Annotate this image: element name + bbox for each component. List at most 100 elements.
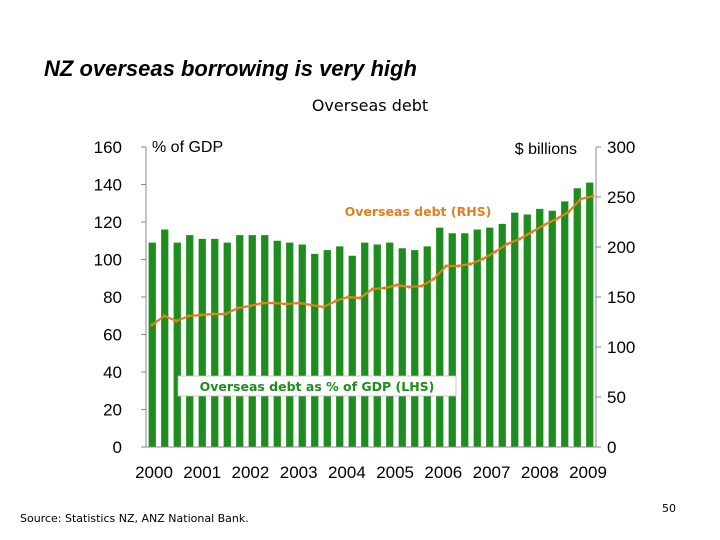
line-point	[272, 301, 277, 305]
line-point	[493, 250, 497, 254]
line-point	[199, 313, 203, 317]
chart-title: Overseas debt	[311, 96, 429, 115]
line-point	[297, 301, 301, 305]
line-point	[419, 284, 424, 288]
line-point	[481, 257, 485, 261]
left-tick-label: 100	[94, 251, 122, 270]
line-point	[370, 287, 375, 291]
right-axis-unit-label: $ billions	[515, 141, 577, 158]
bar	[336, 246, 344, 447]
bar	[198, 238, 206, 447]
line-series-label-bg	[330, 201, 508, 221]
left-tick-label: 20	[103, 401, 122, 420]
bar	[411, 250, 419, 447]
left-axis-unit-label: % of GDP	[152, 139, 223, 156]
bar	[486, 227, 494, 447]
source-note: Source: Statistics NZ, ANZ National Bank…	[20, 512, 249, 525]
bar	[398, 248, 406, 447]
bar	[186, 235, 194, 447]
line-point	[542, 223, 546, 227]
x-tick-label: 2004	[328, 463, 366, 482]
line-point	[395, 283, 399, 287]
bar	[436, 227, 444, 447]
line-point	[591, 194, 595, 198]
right-tick-label: 50	[607, 388, 626, 407]
bar	[211, 238, 219, 447]
line-point	[334, 299, 338, 303]
bar	[361, 242, 369, 447]
line-series-label: Overseas debt (RHS)	[345, 204, 492, 219]
line-point	[260, 301, 264, 305]
line-point	[530, 230, 534, 234]
bar	[311, 253, 319, 447]
bar	[586, 182, 594, 447]
bar	[523, 214, 531, 447]
bar	[248, 235, 256, 447]
x-tick-label: 2005	[376, 463, 414, 482]
line-point	[321, 305, 326, 309]
left-tick-label: 140	[94, 176, 122, 195]
x-tick-label: 2006	[424, 463, 462, 482]
bar	[511, 212, 519, 447]
bar-series-label: Overseas debt as % of GDP (LHS)	[200, 379, 435, 394]
line-point	[505, 242, 509, 246]
line-point	[566, 210, 571, 214]
line-point	[554, 217, 558, 221]
bar	[173, 242, 181, 447]
page-number: 50	[662, 502, 676, 515]
bar	[536, 208, 544, 447]
line-point	[248, 304, 252, 308]
bar	[348, 255, 356, 447]
line-series	[150, 194, 595, 327]
bar	[286, 242, 294, 447]
left-axis-ticks: 0 20 40 60 80 100 120 140 160	[94, 138, 146, 457]
bar	[236, 235, 244, 447]
line-point	[517, 237, 522, 241]
line-point	[150, 323, 154, 327]
line-point	[407, 285, 411, 289]
x-tick-label: 2001	[183, 463, 221, 482]
line-point	[162, 314, 166, 318]
bar	[548, 210, 556, 447]
x-tick-label: 2002	[232, 463, 270, 482]
bar	[423, 246, 431, 447]
line-point	[174, 319, 179, 323]
line-point	[444, 264, 448, 268]
line-point	[236, 306, 240, 310]
x-tick-label: 2009	[569, 463, 607, 482]
line-point	[187, 314, 191, 318]
line-point	[358, 296, 362, 300]
line-point	[383, 286, 387, 290]
bar	[223, 242, 231, 447]
line-point	[309, 303, 313, 307]
x-axis-ticks: 2000 2001 2002 2003 2004 2005 2006 2007 2008 2009	[135, 463, 607, 482]
left-tick-label: 0	[113, 438, 122, 457]
line-point	[456, 264, 460, 268]
bar	[561, 201, 569, 447]
right-tick-label: 200	[607, 238, 635, 257]
bar	[261, 235, 269, 447]
left-tick-label: 120	[94, 213, 122, 232]
bar	[298, 244, 306, 447]
line-point	[285, 302, 289, 306]
line-point	[468, 262, 473, 266]
right-tick-label: 250	[607, 188, 635, 207]
bar-series-label-bg	[177, 375, 457, 397]
right-tick-label: 100	[607, 338, 635, 357]
line-point	[432, 277, 436, 281]
right-tick-label: 300	[607, 138, 635, 157]
bar	[448, 233, 456, 447]
x-tick-label: 2000	[135, 463, 173, 482]
left-tick-label: 40	[103, 363, 122, 382]
bar-series	[148, 182, 594, 447]
x-tick-label: 2003	[280, 463, 318, 482]
line-point	[346, 295, 350, 299]
bar	[498, 223, 506, 447]
left-tick-label: 80	[103, 288, 122, 307]
bar	[161, 229, 169, 447]
line-point	[579, 197, 583, 201]
right-tick-label: 0	[607, 438, 616, 457]
bar	[573, 188, 581, 447]
slide-title: NZ overseas borrowing is very high	[44, 56, 417, 81]
